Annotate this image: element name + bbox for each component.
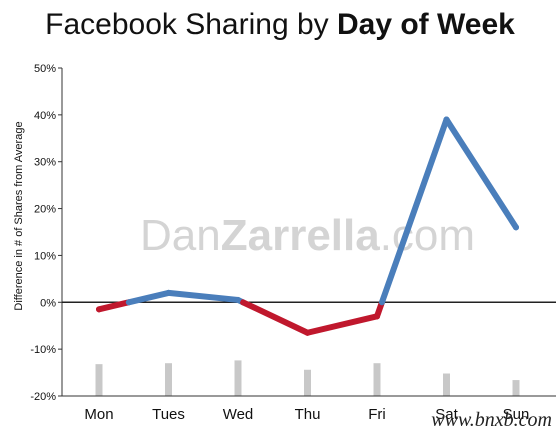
bar-thu	[304, 369, 311, 396]
watermark-light: Dan	[140, 211, 221, 260]
y-axis-label: Difference in # of Shares from Average	[13, 121, 25, 310]
y-tick-label: -20%	[30, 391, 56, 403]
x-tick-label-wed: Wed	[223, 406, 254, 423]
series-segment-4	[239, 299, 311, 336]
x-tick-label-mon: Mon	[84, 406, 113, 423]
data-point-wed	[235, 296, 241, 303]
bar-mon	[95, 364, 103, 396]
x-tick-label-sat: Sat	[435, 406, 458, 423]
data-point-sat	[443, 116, 450, 123]
x-tick-label-fri: Fri	[368, 406, 386, 423]
y-tick-label: 30%	[34, 157, 56, 169]
data-point-fri	[374, 313, 380, 320]
series-segment-0	[96, 299, 132, 313]
bar-tues	[165, 363, 172, 396]
data-point-thu	[304, 329, 311, 336]
title-light: Facebook Sharing by	[45, 8, 337, 41]
x-tick-label-tues: Tues	[152, 406, 185, 423]
data-point-mon	[96, 306, 102, 313]
y-tick-label: 50%	[34, 63, 56, 75]
y-tick-label: 40%	[34, 110, 56, 122]
series-segment-8	[443, 116, 519, 231]
y-tick-label: -10%	[30, 344, 56, 356]
data-point-sun	[513, 224, 519, 231]
y-tick-label: 20%	[34, 204, 56, 216]
title-bold: Day of Week	[336, 8, 515, 41]
chart-title: Facebook Sharing by Day of Week	[0, 8, 560, 42]
bar-wed	[234, 360, 242, 396]
bar-fri	[373, 363, 381, 396]
bar-sat	[443, 373, 450, 396]
watermark-bold: Zarrella	[221, 211, 381, 260]
x-tick-label-thu: Thu	[295, 406, 321, 423]
x-tick-label-sun: Sun	[503, 406, 530, 423]
bar-sun	[512, 380, 520, 396]
y-tick-label: 10%	[34, 250, 56, 262]
series-segment-2	[165, 289, 241, 303]
watermark-corner: www.bnxb.com	[431, 409, 552, 431]
series-segment-7	[378, 116, 450, 306]
data-point-tues	[165, 289, 172, 296]
series-segment-5	[304, 313, 380, 336]
svg-text:DanZarrella.com: DanZarrella.com	[140, 211, 475, 260]
series-segment-1	[125, 289, 172, 306]
y-tick-label: 0%	[40, 297, 56, 309]
watermark-suffix: .com	[380, 211, 475, 260]
watermark-center: DanZarrella.com	[140, 211, 475, 260]
